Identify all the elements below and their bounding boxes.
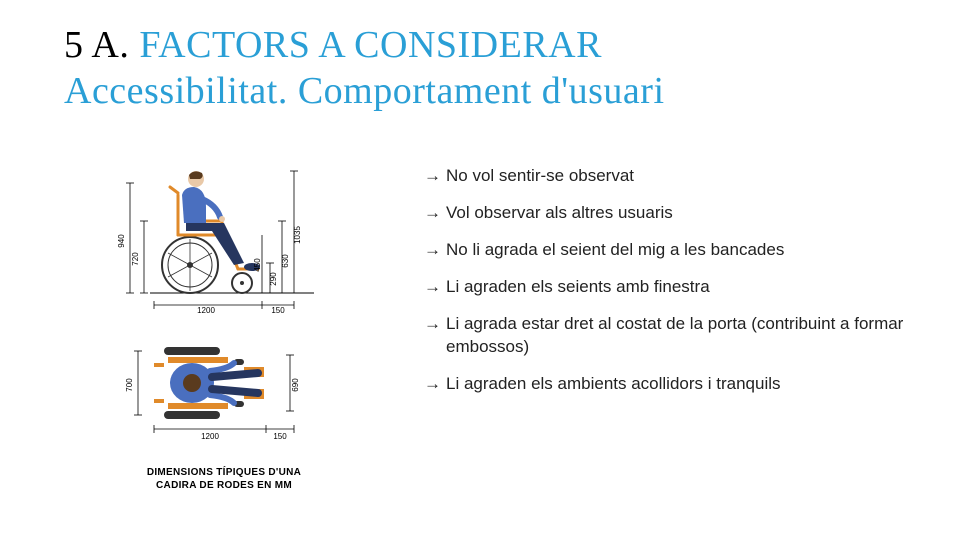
title-rest: FACTORS A CONSIDERAR (129, 24, 602, 66)
title-line-1: 5 A. FACTORS A CONSIDERAR (64, 24, 904, 68)
wheelchair-top-view-icon: 700 (94, 333, 354, 443)
dim-label: 450 (253, 258, 262, 272)
dim-label: 150 (271, 306, 285, 315)
dim-label: 940 (117, 234, 126, 248)
text-column: No vol sentir-se observat Vol observar a… (424, 165, 904, 492)
slide-title: 5 A. FACTORS A CONSIDERAR Accessibilitat… (64, 24, 904, 113)
list-item: Vol observar als altres usuaris (424, 202, 904, 225)
dim-label: 290 (269, 272, 278, 286)
caption-line-2: CADIRA DE RODES EN MM (156, 480, 292, 491)
list-item: No vol sentir-se observat (424, 165, 904, 188)
slide: 5 A. FACTORS A CONSIDERAR Accessibilitat… (0, 0, 960, 540)
wheelchair-side-view-icon: 940 720 (94, 165, 354, 315)
list-item: Li agraden els seients amb finestra (424, 276, 904, 299)
caption-line-1: DIMENSIONS TÍPIQUES D'UNA (147, 467, 301, 478)
dim-label: 1035 (293, 226, 302, 244)
dim-label: 690 (291, 378, 300, 392)
title-line-2: Accessibilitat. Comportament d'usuari (64, 70, 904, 114)
diagram-column: 940 720 (64, 165, 384, 492)
dim-label: 150 (273, 432, 287, 441)
list-item: Li agrada estar dret al costat de la por… (424, 313, 904, 359)
dim-label: 720 (131, 252, 140, 266)
bullet-list: No vol sentir-se observat Vol observar a… (424, 165, 904, 396)
dim-label: 1200 (197, 306, 215, 315)
diagram-caption: DIMENSIONS TÍPIQUES D'UNA CADIRA DE RODE… (147, 467, 301, 492)
list-item: No li agrada el seient del mig a les ban… (424, 239, 904, 262)
dim-label: 700 (125, 378, 134, 392)
dim-label: 630 (281, 254, 290, 268)
title-prefix: 5 A. (64, 24, 129, 66)
list-item: Li agraden els ambients acollidors i tra… (424, 373, 904, 396)
dim-label: 1200 (201, 432, 219, 441)
content-row: 940 720 (64, 165, 904, 492)
